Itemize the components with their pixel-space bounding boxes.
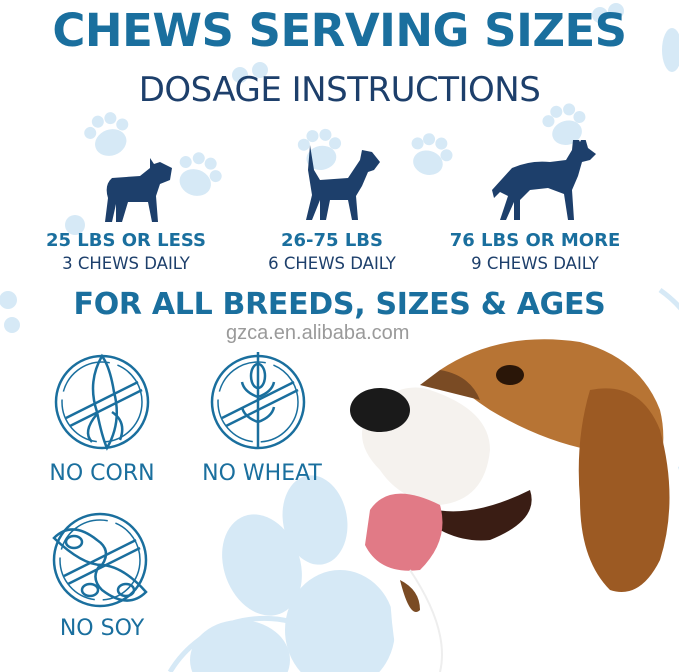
paw-icon — [542, 103, 586, 145]
dose-amount: 6 CHEWS DAILY — [268, 254, 396, 273]
no-wheat-icon — [210, 352, 306, 450]
paw-icon — [592, 3, 624, 23]
no-corn-icon — [54, 353, 150, 451]
small-dog-silhouette-icon — [105, 158, 172, 222]
watermark: gzca.en.alibaba.com — [226, 322, 410, 344]
medium-dog-silhouette-icon — [306, 145, 380, 220]
large-dog-silhouette-icon — [492, 140, 596, 220]
dog-silhouettes — [105, 140, 596, 222]
dosage-medium: 26-75 LBS 6 CHEWS DAILY — [232, 230, 432, 273]
paw-icon — [84, 112, 129, 156]
page-title: CHEWS SERVING SIZES — [52, 4, 627, 57]
no-wheat-label: NO WHEAT — [202, 461, 322, 486]
paw-icon — [179, 152, 222, 196]
dose-amount: 3 CHEWS DAILY — [62, 254, 190, 273]
paw-icon — [411, 133, 453, 175]
no-soy-label: NO SOY — [59, 616, 145, 641]
page-subtitle: DOSAGE INSTRUCTIONS — [138, 70, 541, 110]
breeds-heading: FOR ALL BREEDS, SIZES & AGES — [73, 287, 606, 322]
beagle-photo — [350, 339, 679, 672]
dosage-small: 25 LBS OR LESS 3 CHEWS DAILY — [26, 230, 226, 273]
dose-amount: 9 CHEWS DAILY — [471, 254, 599, 273]
weight-range: 26-75 LBS — [281, 230, 383, 251]
paw-icon — [297, 128, 342, 170]
weight-range: 76 LBS OR MORE — [449, 230, 621, 251]
no-corn-label: NO CORN — [49, 461, 155, 486]
no-soy-icon — [52, 512, 148, 608]
paw-icon — [662, 28, 679, 72]
paw-icon — [65, 215, 85, 235]
weight-range: 25 LBS OR LESS — [45, 230, 207, 251]
paw-icon — [0, 291, 20, 333]
dosage-large: 76 LBS OR MORE 9 CHEWS DAILY — [435, 230, 635, 273]
paw-icon — [232, 62, 268, 83]
